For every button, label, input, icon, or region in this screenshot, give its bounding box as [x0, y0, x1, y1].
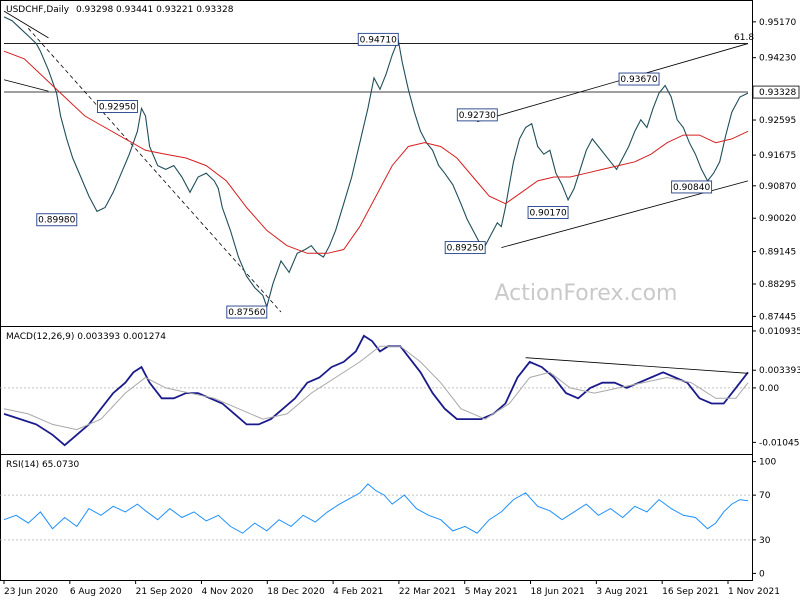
rsi-tick-label: 100 — [759, 458, 776, 468]
price-trendline-2 — [3, 79, 49, 92]
fib-level-label: 61.8 — [734, 33, 754, 43]
x-tick-label: 18 Dec 2020 — [267, 587, 325, 597]
rsi-plot — [0, 483, 752, 541]
rsi-label: RSI(14) 65.0730 — [6, 460, 79, 470]
swing-label-text: 0.89250 — [447, 244, 484, 254]
swing-label: 0.90840 — [671, 180, 713, 194]
swing-label-text: 0.90170 — [529, 209, 566, 219]
chart-title: USDCHF,Daily 0.93298 0.93441 0.93221 0.9… — [6, 5, 234, 15]
watermark: ActionForex.com — [495, 281, 678, 306]
swing-label-box — [36, 213, 78, 227]
price-tick-label: 0.94230 — [759, 54, 796, 64]
x-tick-label: 6 Aug 2020 — [70, 587, 122, 597]
swing-label-text: 0.90840 — [673, 183, 710, 193]
ma-series — [3, 50, 749, 254]
x-tick-label: 4 Feb 2021 — [333, 587, 383, 597]
macd-tick-label: 0.00 — [759, 384, 779, 394]
x-tick-label: 16 Sep 2021 — [662, 587, 719, 597]
usdchf-series — [3, 16, 749, 309]
swing-label-text: 0.94710 — [360, 35, 397, 45]
swing-label-box — [357, 32, 399, 46]
x-tick-label: 21 Sep 2020 — [136, 587, 193, 597]
price-trendline-4 — [27, 28, 282, 313]
swing-label-box — [618, 72, 660, 86]
macd-series — [3, 334, 749, 447]
swing-label-text: 0.92950 — [99, 102, 136, 112]
macd-label: MACD(12,26,9) 0.003393 0.001274 — [6, 332, 166, 342]
swing-label-text: 0.87560 — [228, 308, 265, 318]
price-tick-label: 0.92595 — [759, 116, 796, 126]
x-tick-label: 22 Mar 2021 — [399, 587, 456, 597]
price-tick-label: 0.93328 — [759, 88, 796, 98]
swing-labels: 0.92950 0.89980 0.87560 0.94710 0.89250 0.927… — [36, 32, 713, 319]
swing-label: 0.89250 — [444, 241, 486, 255]
swing-label-box — [671, 180, 713, 194]
price-tick-label: 0.90870 — [759, 182, 796, 192]
swing-label: 0.87560 — [226, 305, 268, 319]
price-panel — [0, 0, 753, 327]
swing-label-text: 0.89980 — [38, 216, 75, 226]
price-tick-label: 0.95170 — [759, 18, 796, 28]
macd-tick-label: -0.010459 — [759, 438, 800, 448]
swing-label: 0.92730 — [456, 108, 498, 122]
swing-label: 0.90170 — [527, 206, 569, 219]
macd-tick-label: 0.003393 — [759, 366, 800, 376]
swing-label-box — [444, 241, 486, 255]
rsi-tick-label: 0 — [759, 569, 765, 579]
swing-label-text: 0.92730 — [459, 111, 496, 121]
macd-trendline-0 — [525, 357, 749, 374]
swing-label-box — [226, 305, 268, 319]
price-trendline-5 — [476, 43, 749, 123]
rsi-tick-label: 70 — [759, 491, 771, 501]
price-trendline-3 — [3, 10, 49, 39]
swing-label: 0.94710 — [357, 32, 399, 46]
price-tick-label: 0.89145 — [759, 248, 796, 258]
signal-series — [3, 345, 749, 431]
swing-label-box — [456, 108, 498, 122]
swing-label: 0.92950 — [96, 100, 138, 113]
x-tick-label: 3 Aug 2021 — [596, 587, 648, 597]
x-tick-label: 5 May 2021 — [465, 587, 518, 597]
swing-label: 0.93670 — [618, 72, 660, 86]
rsi-tick-label: 30 — [759, 536, 771, 546]
ohlc-values: 0.93298 0.93441 0.93221 0.93328 — [76, 5, 234, 15]
price-tick-label: 0.88295 — [759, 280, 796, 290]
x-tick-label: 23 Jun 2020 — [4, 587, 58, 597]
rsi-series — [3, 483, 749, 534]
x-tick-label: 4 Nov 2020 — [201, 587, 253, 597]
macd-tick-label: 0.010935 — [759, 327, 800, 337]
swing-label-box — [527, 206, 569, 219]
last-price-box — [752, 85, 800, 99]
x-tick-label: 1 Nov 2021 — [728, 587, 780, 597]
symbol-label: USDCHF,Daily — [6, 5, 70, 15]
swing-label: 0.89980 — [36, 213, 78, 227]
rsi-panel — [0, 454, 753, 581]
swing-label-box — [96, 100, 138, 113]
macd-plot — [0, 334, 752, 447]
axes: 0.95170 0.94230 0.93328 0.92595 0.91675 0.908… — [3, 18, 800, 597]
price-tick-label: 0.91675 — [759, 151, 796, 161]
x-tick-label: 18 Jun 2021 — [531, 587, 585, 597]
price-tick-label: 0.87445 — [759, 312, 796, 322]
swing-label-text: 0.93670 — [620, 75, 657, 85]
price-tick-label: 0.90020 — [759, 214, 796, 224]
